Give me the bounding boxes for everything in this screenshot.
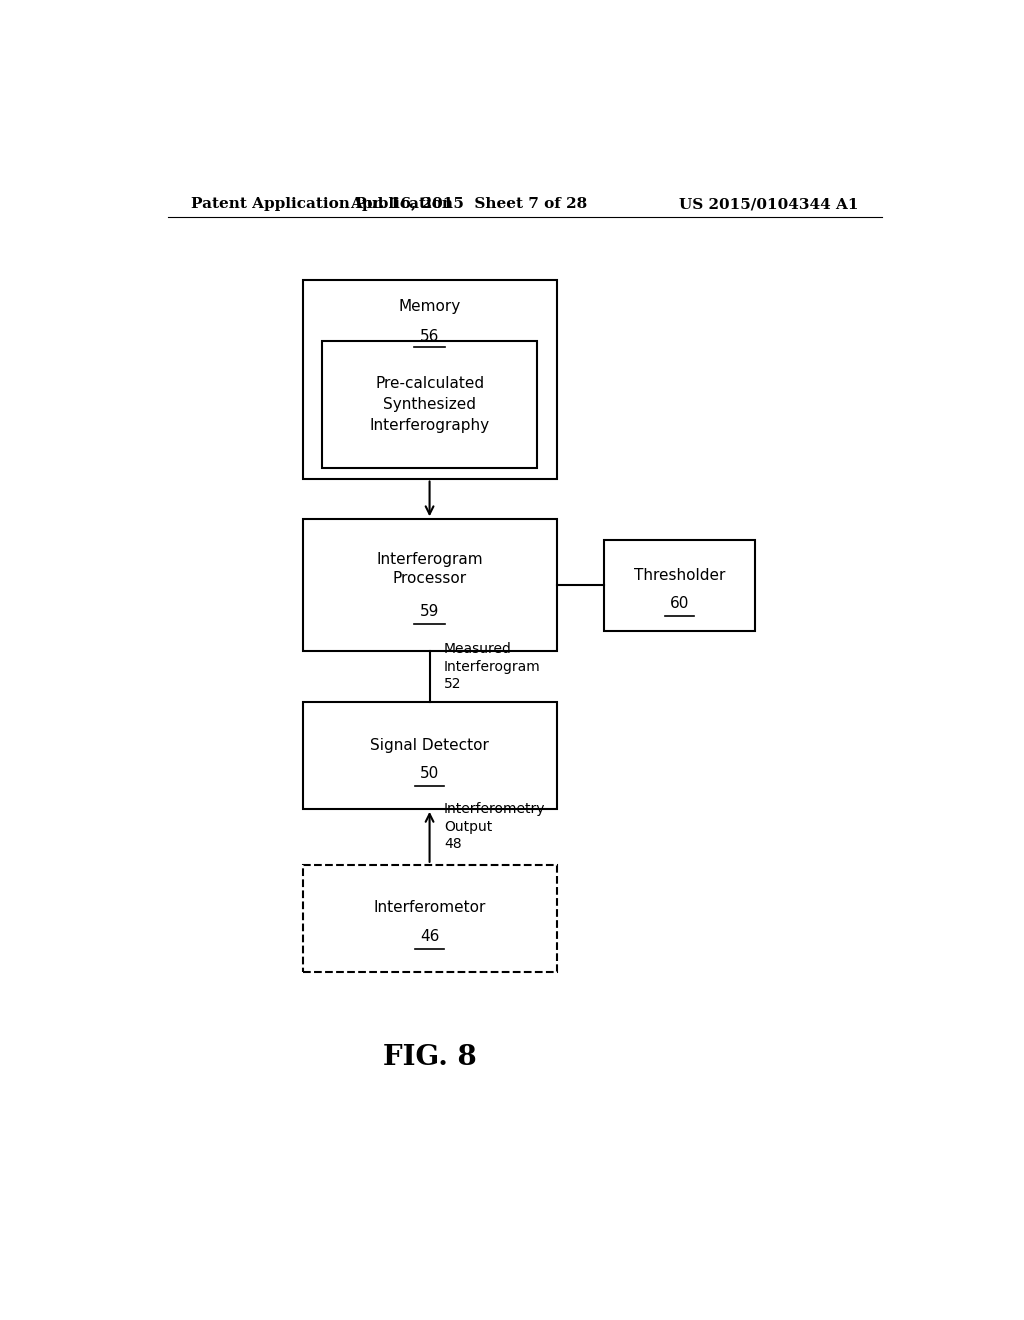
Text: Measured
Interferogram
52: Measured Interferogram 52: [443, 643, 541, 690]
Bar: [604, 540, 755, 631]
Bar: [323, 342, 537, 469]
Text: 60: 60: [670, 597, 689, 611]
Text: 59: 59: [420, 605, 439, 619]
Bar: [303, 865, 557, 972]
Bar: [303, 702, 557, 809]
Text: US 2015/0104344 A1: US 2015/0104344 A1: [679, 197, 858, 211]
Text: Pre-calculated
Synthesized
Interferography: Pre-calculated Synthesized Interferograp…: [370, 376, 489, 433]
Text: Interferometor: Interferometor: [374, 900, 485, 916]
Text: Thresholder: Thresholder: [634, 568, 725, 582]
Text: 50: 50: [420, 767, 439, 781]
Bar: [303, 519, 557, 651]
Text: 56: 56: [420, 329, 439, 345]
Text: Interferogram
Processor: Interferogram Processor: [376, 552, 483, 586]
Text: Apr. 16, 2015  Sheet 7 of 28: Apr. 16, 2015 Sheet 7 of 28: [350, 197, 588, 211]
Text: FIG. 8: FIG. 8: [383, 1044, 476, 1072]
Text: Memory: Memory: [398, 298, 461, 314]
Text: 46: 46: [420, 929, 439, 944]
Text: Patent Application Publication: Patent Application Publication: [191, 197, 454, 211]
Bar: [303, 280, 557, 479]
Text: Signal Detector: Signal Detector: [370, 738, 489, 752]
Text: Interferometry
Output
48: Interferometry Output 48: [443, 803, 546, 851]
